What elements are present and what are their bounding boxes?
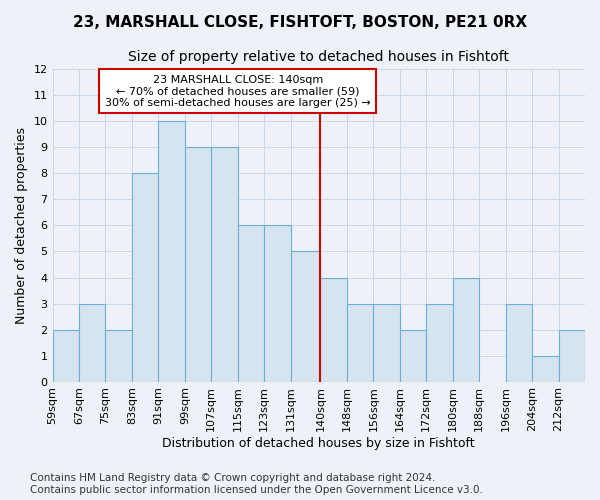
- Bar: [320, 278, 347, 382]
- Bar: [79, 304, 106, 382]
- Bar: [400, 330, 426, 382]
- Bar: [238, 226, 264, 382]
- Bar: [373, 304, 400, 382]
- Text: Contains HM Land Registry data © Crown copyright and database right 2024.
Contai: Contains HM Land Registry data © Crown c…: [30, 474, 483, 495]
- Bar: [158, 122, 185, 382]
- Bar: [290, 252, 320, 382]
- Bar: [106, 330, 132, 382]
- Y-axis label: Number of detached properties: Number of detached properties: [15, 127, 28, 324]
- Bar: [53, 330, 79, 382]
- Bar: [426, 304, 453, 382]
- Bar: [264, 226, 290, 382]
- Text: 23 MARSHALL CLOSE: 140sqm
← 70% of detached houses are smaller (59)
30% of semi-: 23 MARSHALL CLOSE: 140sqm ← 70% of detac…: [105, 74, 371, 108]
- Bar: [132, 174, 158, 382]
- Title: Size of property relative to detached houses in Fishtoft: Size of property relative to detached ho…: [128, 50, 509, 64]
- Bar: [185, 148, 211, 382]
- Bar: [506, 304, 532, 382]
- Bar: [347, 304, 373, 382]
- Bar: [559, 330, 585, 382]
- Bar: [532, 356, 559, 382]
- Bar: [453, 278, 479, 382]
- Text: 23, MARSHALL CLOSE, FISHTOFT, BOSTON, PE21 0RX: 23, MARSHALL CLOSE, FISHTOFT, BOSTON, PE…: [73, 15, 527, 30]
- X-axis label: Distribution of detached houses by size in Fishtoft: Distribution of detached houses by size …: [163, 437, 475, 450]
- Bar: [211, 148, 238, 382]
